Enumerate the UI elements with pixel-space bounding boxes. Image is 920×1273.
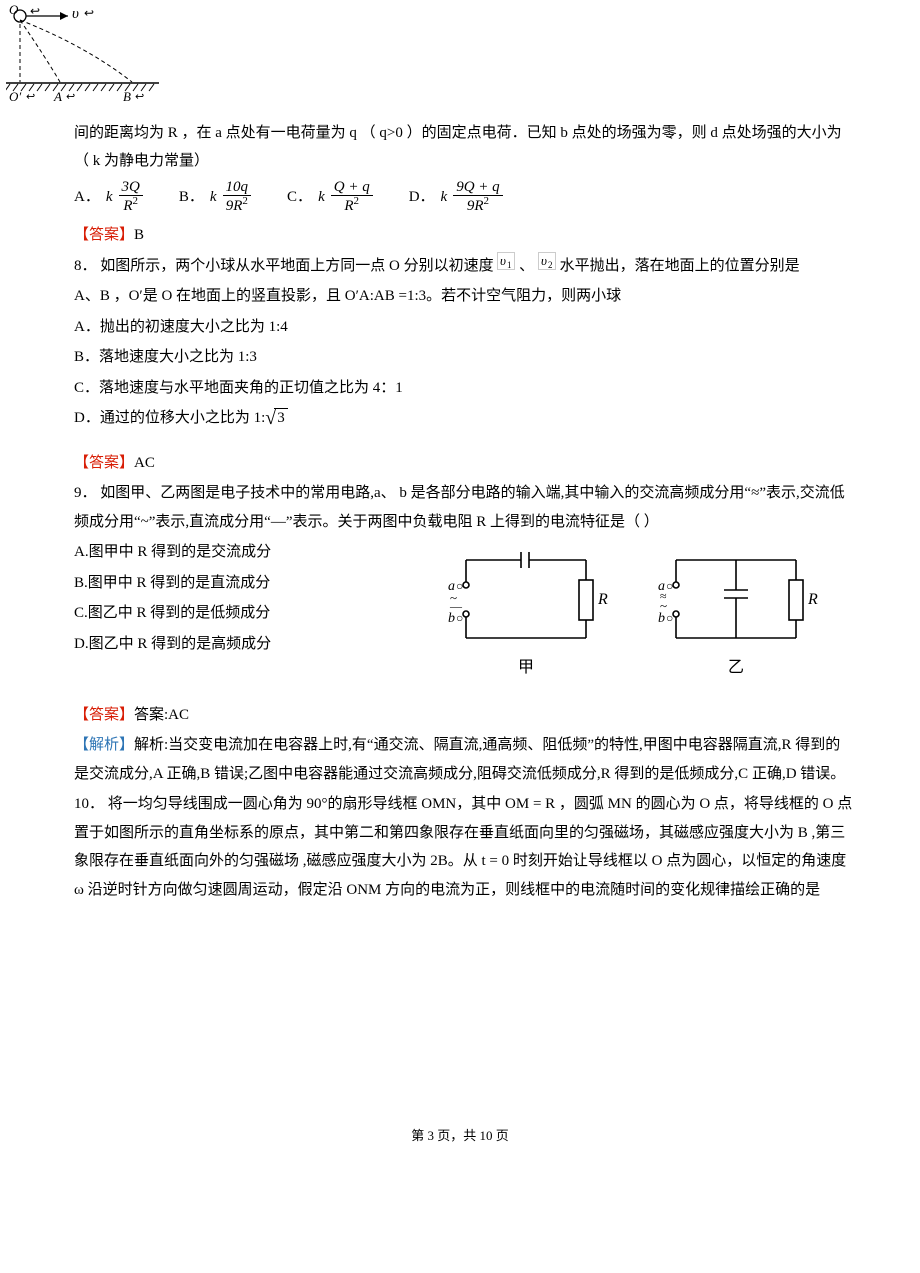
q8-opt-a: A．抛出的初速度大小之比为 1:4 [74,313,854,342]
q8-opt-c: C．落地速度与水平地面夹角的正切值之比为 4：1 [74,374,854,403]
q8-stem: 8． 如图所示，两个小球从水平地面上方同一点 O 分别以初速度 υ1 、 υ2 … [74,252,854,281]
q8-figure: O ↩ υ ↩ O′ ↩ A ↩ B ↩ [0,0,920,117]
q7-opt-a: A． k 3QR2 [74,180,143,216]
q8-answer: 【答案】AC [74,449,854,478]
q8-stem-2: A、B ，O′是 O 在地面上的竖直投影，且 O′A:AB =1:3。若不计空气… [74,282,854,311]
v2-icon: υ2 [538,252,556,270]
svg-text:↩: ↩ [135,91,144,103]
page-footer: 第 3 页，共 10 页 [0,1124,920,1177]
q8-opt-b: B．落地速度大小之比为 1:3 [74,343,854,372]
projectile-diagram-icon: O ↩ υ ↩ O′ ↩ A ↩ B ↩ [6,4,161,104]
svg-text:O: O [9,4,19,17]
q7-opt-b: B． k 10q9R2 [179,180,251,216]
svg-text:↩: ↩ [84,6,94,20]
q10-stem: 10． 将一均匀导线围成一圆心角为 90°的扇形导线框 OMN，其中 OM = … [74,790,854,904]
q7-opt-d: D． k 9Q + q9R2 [409,180,503,216]
q7-answer: 【答案】B [74,221,854,250]
svg-text:2: 2 [548,260,553,270]
svg-text:A: A [53,89,62,104]
q9-analysis: 【解析】解析:当交变电流加在电容器上时,有“通交流、隔直流,通高频、阻低频”的特… [74,731,854,788]
q7-opt-c: C． k Q + qR2 [287,180,373,216]
svg-text:○: ○ [666,611,673,625]
svg-text:○: ○ [456,579,463,593]
svg-text:乙: 乙 [728,659,744,676]
svg-text:υ: υ [72,6,79,22]
svg-text:υ: υ [500,253,506,268]
q7-options: A． k 3QR2 B． k 10q9R2 C． k Q + qR2 D． k … [74,180,854,216]
q9-circuit-figure: a ○ ~ — b ○ R 甲 [426,542,826,693]
svg-text:↩: ↩ [66,91,75,103]
svg-text:○: ○ [666,579,673,593]
q7-stem: 间的距离均为 R ，在 a 点处有一电荷量为 q （ q>0 ）的固定点电荷．已… [74,119,854,176]
circuit-diagram-icon: a ○ ~ — b ○ R 甲 [426,542,826,682]
svg-text:R: R [597,591,608,608]
svg-text:○: ○ [456,611,463,625]
svg-text:R: R [807,591,818,608]
v1-icon: υ1 [497,252,515,270]
svg-text:υ: υ [541,253,547,268]
svg-text:甲: 甲 [518,659,534,676]
svg-text:O′: O′ [9,89,21,104]
svg-text:b: b [448,611,455,626]
svg-text:B: B [123,89,131,104]
svg-text:↩: ↩ [26,91,35,103]
q8-opt-d: D．通过的位移大小之比为 1:√3 [74,404,854,433]
q9-answer: 【答案】答案:AC [74,701,854,730]
svg-text:1: 1 [507,260,512,270]
svg-text:b: b [658,611,665,626]
q9-stem: 9． 如图甲、乙两图是电子技术中的常用电路,a、 b 是各部分电路的输入端,其中… [74,479,854,536]
